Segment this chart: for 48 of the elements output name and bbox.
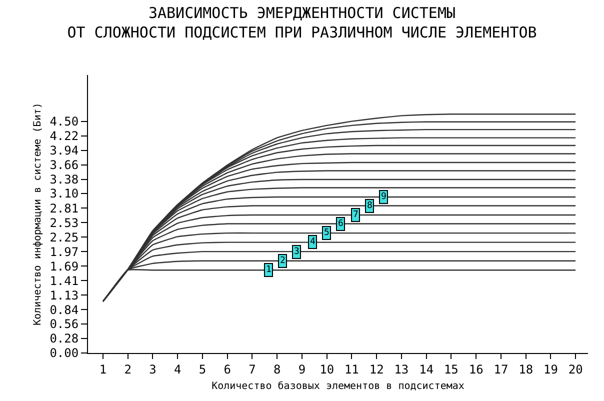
x-tick-label: 19 [543, 362, 558, 376]
x-tick-label: 3 [149, 362, 156, 376]
y-tick-label: 4.50 [50, 114, 79, 129]
x-tick-label: 7 [248, 362, 256, 376]
annotation: 1 [266, 265, 272, 275]
y-tick-label: 1.69 [50, 259, 79, 274]
y-tick-label: 1.41 [50, 274, 79, 288]
x-tick-label: 16 [468, 362, 484, 376]
annotation: 7 [353, 210, 358, 220]
x-axis-title: Количество базовых элементов в подсистемах [212, 380, 464, 392]
x-tick-label: 1 [99, 362, 107, 376]
annotation: 6 [338, 219, 344, 229]
x-tick-label: 2 [124, 362, 132, 376]
annotation: 2 [280, 256, 286, 266]
y-tick-label: 3.38 [50, 172, 79, 186]
x-tick-label: 5 [198, 362, 206, 376]
x-tick-label: 18 [518, 362, 534, 376]
x-tick-label: 6 [224, 362, 231, 376]
annotation: 8 [367, 201, 372, 211]
y-tick-label: 3.10 [50, 186, 79, 201]
y-tick-label: 1.97 [50, 244, 79, 259]
x-tick-label: 11 [344, 362, 359, 376]
y-tick-label: 2.53 [50, 216, 79, 230]
y-tick-label: 3.94 [50, 143, 79, 158]
x-tick-label: 14 [419, 362, 434, 376]
x-tick-label: 17 [494, 362, 508, 376]
annotation: 9 [381, 192, 386, 202]
annotation: 3 [294, 247, 300, 257]
x-tick-label: 12 [369, 362, 384, 376]
x-tick-label: 20 [568, 362, 583, 376]
annotation: 4 [310, 237, 316, 247]
y-tick-label: 2.81 [50, 201, 79, 216]
y-tick-label: 0.28 [50, 332, 79, 346]
x-tick-label: 9 [298, 362, 306, 376]
x-tick-label: 8 [273, 362, 281, 376]
y-tick-label: 0.84 [50, 302, 79, 317]
chart-title: ЗАВИСИМОСТЬ ЭМЕРДЖЕНТНОСТИ СИСТЕМЫ ОТ СЛОЖНОСТИ ПОДСИСТЕМ ПРИ РАЗЛИЧНОМ ЧИСЛЕ ЭЛЕМЕНТОВ [67, 4, 537, 42]
x-tick-label: 10 [320, 362, 334, 376]
x-tick-label: 13 [394, 362, 409, 376]
y-tick-label: 2.25 [50, 230, 79, 244]
x-tick-label: 4 [174, 362, 182, 376]
y-tick-label: 1.13 [50, 288, 79, 302]
y-axis-title: Количество информации в системе (Бит) [32, 102, 44, 326]
y-tick-label: 4.22 [50, 129, 79, 144]
y-tick-label: 0.00 [50, 346, 79, 360]
y-tick-label: 3.66 [50, 158, 79, 172]
x-tick-label: 15 [444, 362, 458, 376]
y-tick-label: 0.56 [50, 317, 79, 332]
